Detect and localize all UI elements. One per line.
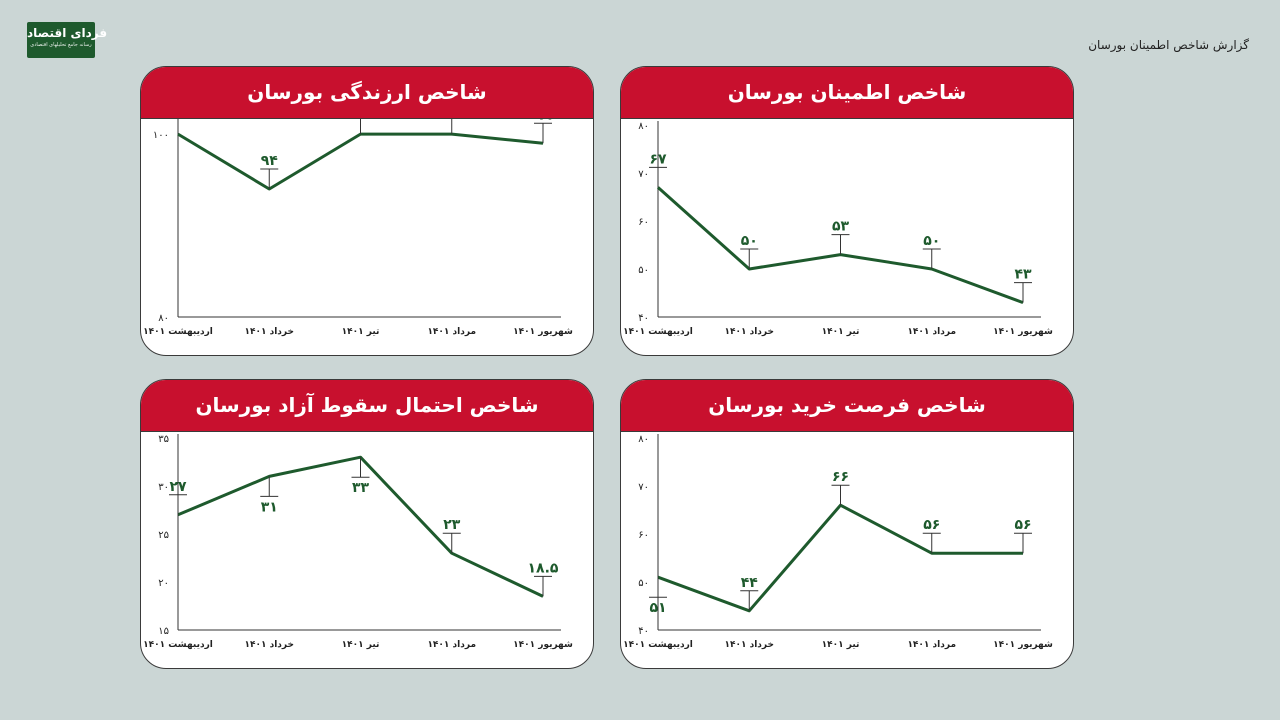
data-point-callout: ۱۰۰: [451, 119, 453, 135]
data-label: ۵۶: [923, 517, 940, 533]
x-tick-label: مرداد ۱۴۰۱: [427, 640, 476, 650]
x-tick-label: اردیبهشت ۱۴۰۱: [623, 640, 693, 650]
logo-text: فردای اقتصاد: [27, 26, 108, 40]
data-point-callout: ۳۱: [260, 476, 279, 515]
y-tick-label: ۲۵: [158, 530, 169, 541]
logo-subtitle: رسانه جامع تحلیلهای اقتصادی: [30, 42, 92, 48]
x-tick-label: خرداد ۱۴۰۱: [724, 640, 774, 650]
line-chart-buy-opportunity: ۴۰ ۵۰ ۶۰ ۷۰ ۸۰ اردیبهشت ۱۴۰۱ خرداد ۱۴۰۱ تیر ۱۴۰…: [623, 434, 1053, 650]
x-tick-label: تیر ۱۴۰۱: [822, 640, 860, 650]
series-line: [177, 455, 544, 598]
x-tick-label: تیر ۱۴۰۱: [342, 327, 380, 337]
y-tick-label: ۸۰: [158, 313, 169, 324]
data-label: ۵۳: [832, 219, 850, 235]
x-tick-label: تیر ۱۴۰۱: [822, 327, 860, 337]
data-label: ۹۹: [534, 119, 552, 123]
chart-title: شاخص اطمینان بورسان: [621, 67, 1073, 119]
report-title: گزارش شاخص اطمینان بورسان: [1088, 38, 1249, 52]
series-line: [177, 132, 544, 191]
y-tick-label: ۶۰: [638, 217, 649, 228]
line-chart-confidence: ۴۰ ۵۰ ۶۰ ۷۰ ۸۰ اردیبهشت ۱۴۰۱ خرداد ۱۴۰۱ تیر ۱۴۰…: [623, 121, 1053, 337]
y-tick-label: ۵۰: [638, 265, 649, 276]
x-tick-label: اردیبهشت ۱۴۰۱: [143, 640, 213, 650]
y-tick-label: ۳۰: [158, 482, 169, 493]
brand-logo: فردای اقتصاد رسانه جامع تحلیلهای اقتصادی: [27, 22, 108, 58]
data-label: ۹۴: [261, 153, 279, 169]
y-tick-label: ۷۰: [638, 169, 649, 180]
y-tick-label: ۲۰: [158, 578, 169, 589]
data-label: ۲۷: [169, 479, 187, 495]
x-tick-label: شهریور ۱۴۰۱: [993, 640, 1053, 650]
data-point-callout: ۱۸.۵: [528, 560, 559, 597]
data-label: ۴۴: [741, 575, 759, 591]
data-label: ۱۸.۵: [528, 560, 559, 576]
y-tick-label: ۴۰: [638, 626, 649, 637]
y-tick-label: ۵۰: [638, 578, 649, 589]
line-chart-crash-probability: ۱۵ ۲۰ ۲۵ ۳۰ ۳۵ اردیبهشت ۱۴۰۱ خرداد ۱۴۰۱ تیر ۱۴۰…: [143, 434, 573, 650]
data-point-callout: ۱۰۰: [177, 119, 179, 135]
chart-card-value: شاخص ارزندگی بورسان ۸۰ ۱۰۰ اردیبهشت ۱۴۰۱ خر…: [140, 66, 594, 356]
x-tick-label: شهریور ۱۴۰۱: [513, 327, 573, 337]
data-point-callout: ۲۷: [169, 479, 187, 515]
data-label: ۵۰: [923, 233, 940, 249]
data-point-callout: ۵۶: [922, 517, 941, 554]
y-tick-label: ۳۵: [158, 434, 169, 445]
data-label: ۶۶: [832, 469, 849, 485]
chart-card-buy-opportunity: شاخص فرصت خرید بورسان ۴۰ ۵۰ ۶۰ ۷۰ ۸۰ اردیبهشت…: [620, 379, 1074, 669]
data-label: ۶۷: [649, 151, 667, 167]
x-tick-label: خرداد ۱۴۰۱: [724, 327, 774, 337]
data-point-callout: ۴۴: [740, 575, 759, 611]
data-point-callout: ۵۶: [1014, 517, 1032, 554]
x-tick-label: شهریور ۱۴۰۱: [993, 327, 1053, 337]
data-label: ۲۳: [443, 517, 461, 533]
x-tick-label: اردیبهشت ۱۴۰۱: [143, 327, 213, 337]
chart-card-confidence: شاخص اطمینان بورسان ۴۰ ۵۰ ۶۰ ۷۰ ۸۰ اردیبهشت ۱…: [620, 66, 1074, 356]
data-point-callout: ۵۱: [649, 577, 667, 616]
y-tick-label: ۶۰: [638, 530, 649, 541]
series-line: [657, 503, 1023, 613]
data-label: ۵۰: [741, 233, 758, 249]
y-tick-label: ۸۰: [638, 434, 649, 445]
data-point-callout: ۳۳: [351, 457, 370, 496]
data-point-callout: ۲۳: [442, 517, 461, 554]
data-label: ۳۳: [352, 480, 370, 496]
data-label: ۳۱: [261, 499, 278, 515]
line-chart-value: ۸۰ ۱۰۰ اردیبهشت ۱۴۰۱ خرداد ۱۴۰۱ تیر ۱۴۰۱ مردا…: [143, 119, 573, 337]
x-tick-label: تیر ۱۴۰۱: [342, 640, 380, 650]
chart-title: شاخص ارزندگی بورسان: [141, 67, 593, 119]
chart-card-crash-probability: شاخص احتمال سقوط آزاد بورسان ۱۵ ۲۰ ۲۵ ۳۰ ۳۵ ا…: [140, 379, 594, 669]
x-tick-label: شهریور ۱۴۰۱: [513, 640, 573, 650]
data-label: ۴۳: [1014, 267, 1032, 283]
data-point-callout: ۵۰: [740, 233, 759, 269]
data-point-callout: ۹۹: [534, 119, 552, 144]
x-tick-label: مرداد ۱۴۰۱: [907, 327, 956, 337]
x-tick-label: اردیبهشت ۱۴۰۱: [623, 327, 693, 337]
y-tick-label: ۸۰: [638, 121, 649, 132]
x-tick-label: مرداد ۱۴۰۱: [907, 640, 956, 650]
data-point-callout: ۵۳: [831, 219, 850, 255]
chart-title: شاخص احتمال سقوط آزاد بورسان: [141, 380, 593, 432]
data-label: ۵۱: [649, 600, 666, 616]
y-tick-label: ۱۰۰: [153, 130, 169, 141]
chart-title: شاخص فرصت خرید بورسان: [621, 380, 1073, 432]
x-tick-label: مرداد ۱۴۰۱: [427, 327, 476, 337]
data-point-callout: ۶۷: [649, 151, 667, 188]
data-point-callout: ۵۰: [922, 233, 941, 269]
y-tick-label: ۱۵: [158, 626, 169, 637]
data-point-callout: ۴۳: [1014, 267, 1032, 303]
data-label: ۵۶: [1014, 517, 1031, 533]
x-tick-label: خرداد ۱۴۰۱: [244, 327, 294, 337]
data-point-callout: ۶۶: [831, 469, 850, 506]
x-tick-label: خرداد ۱۴۰۱: [244, 640, 294, 650]
y-tick-label: ۴۰: [638, 313, 649, 324]
y-tick-label: ۷۰: [638, 482, 649, 493]
data-point-callout: ۹۴: [260, 153, 279, 189]
data-point-callout: ۱۰۰: [360, 119, 361, 135]
